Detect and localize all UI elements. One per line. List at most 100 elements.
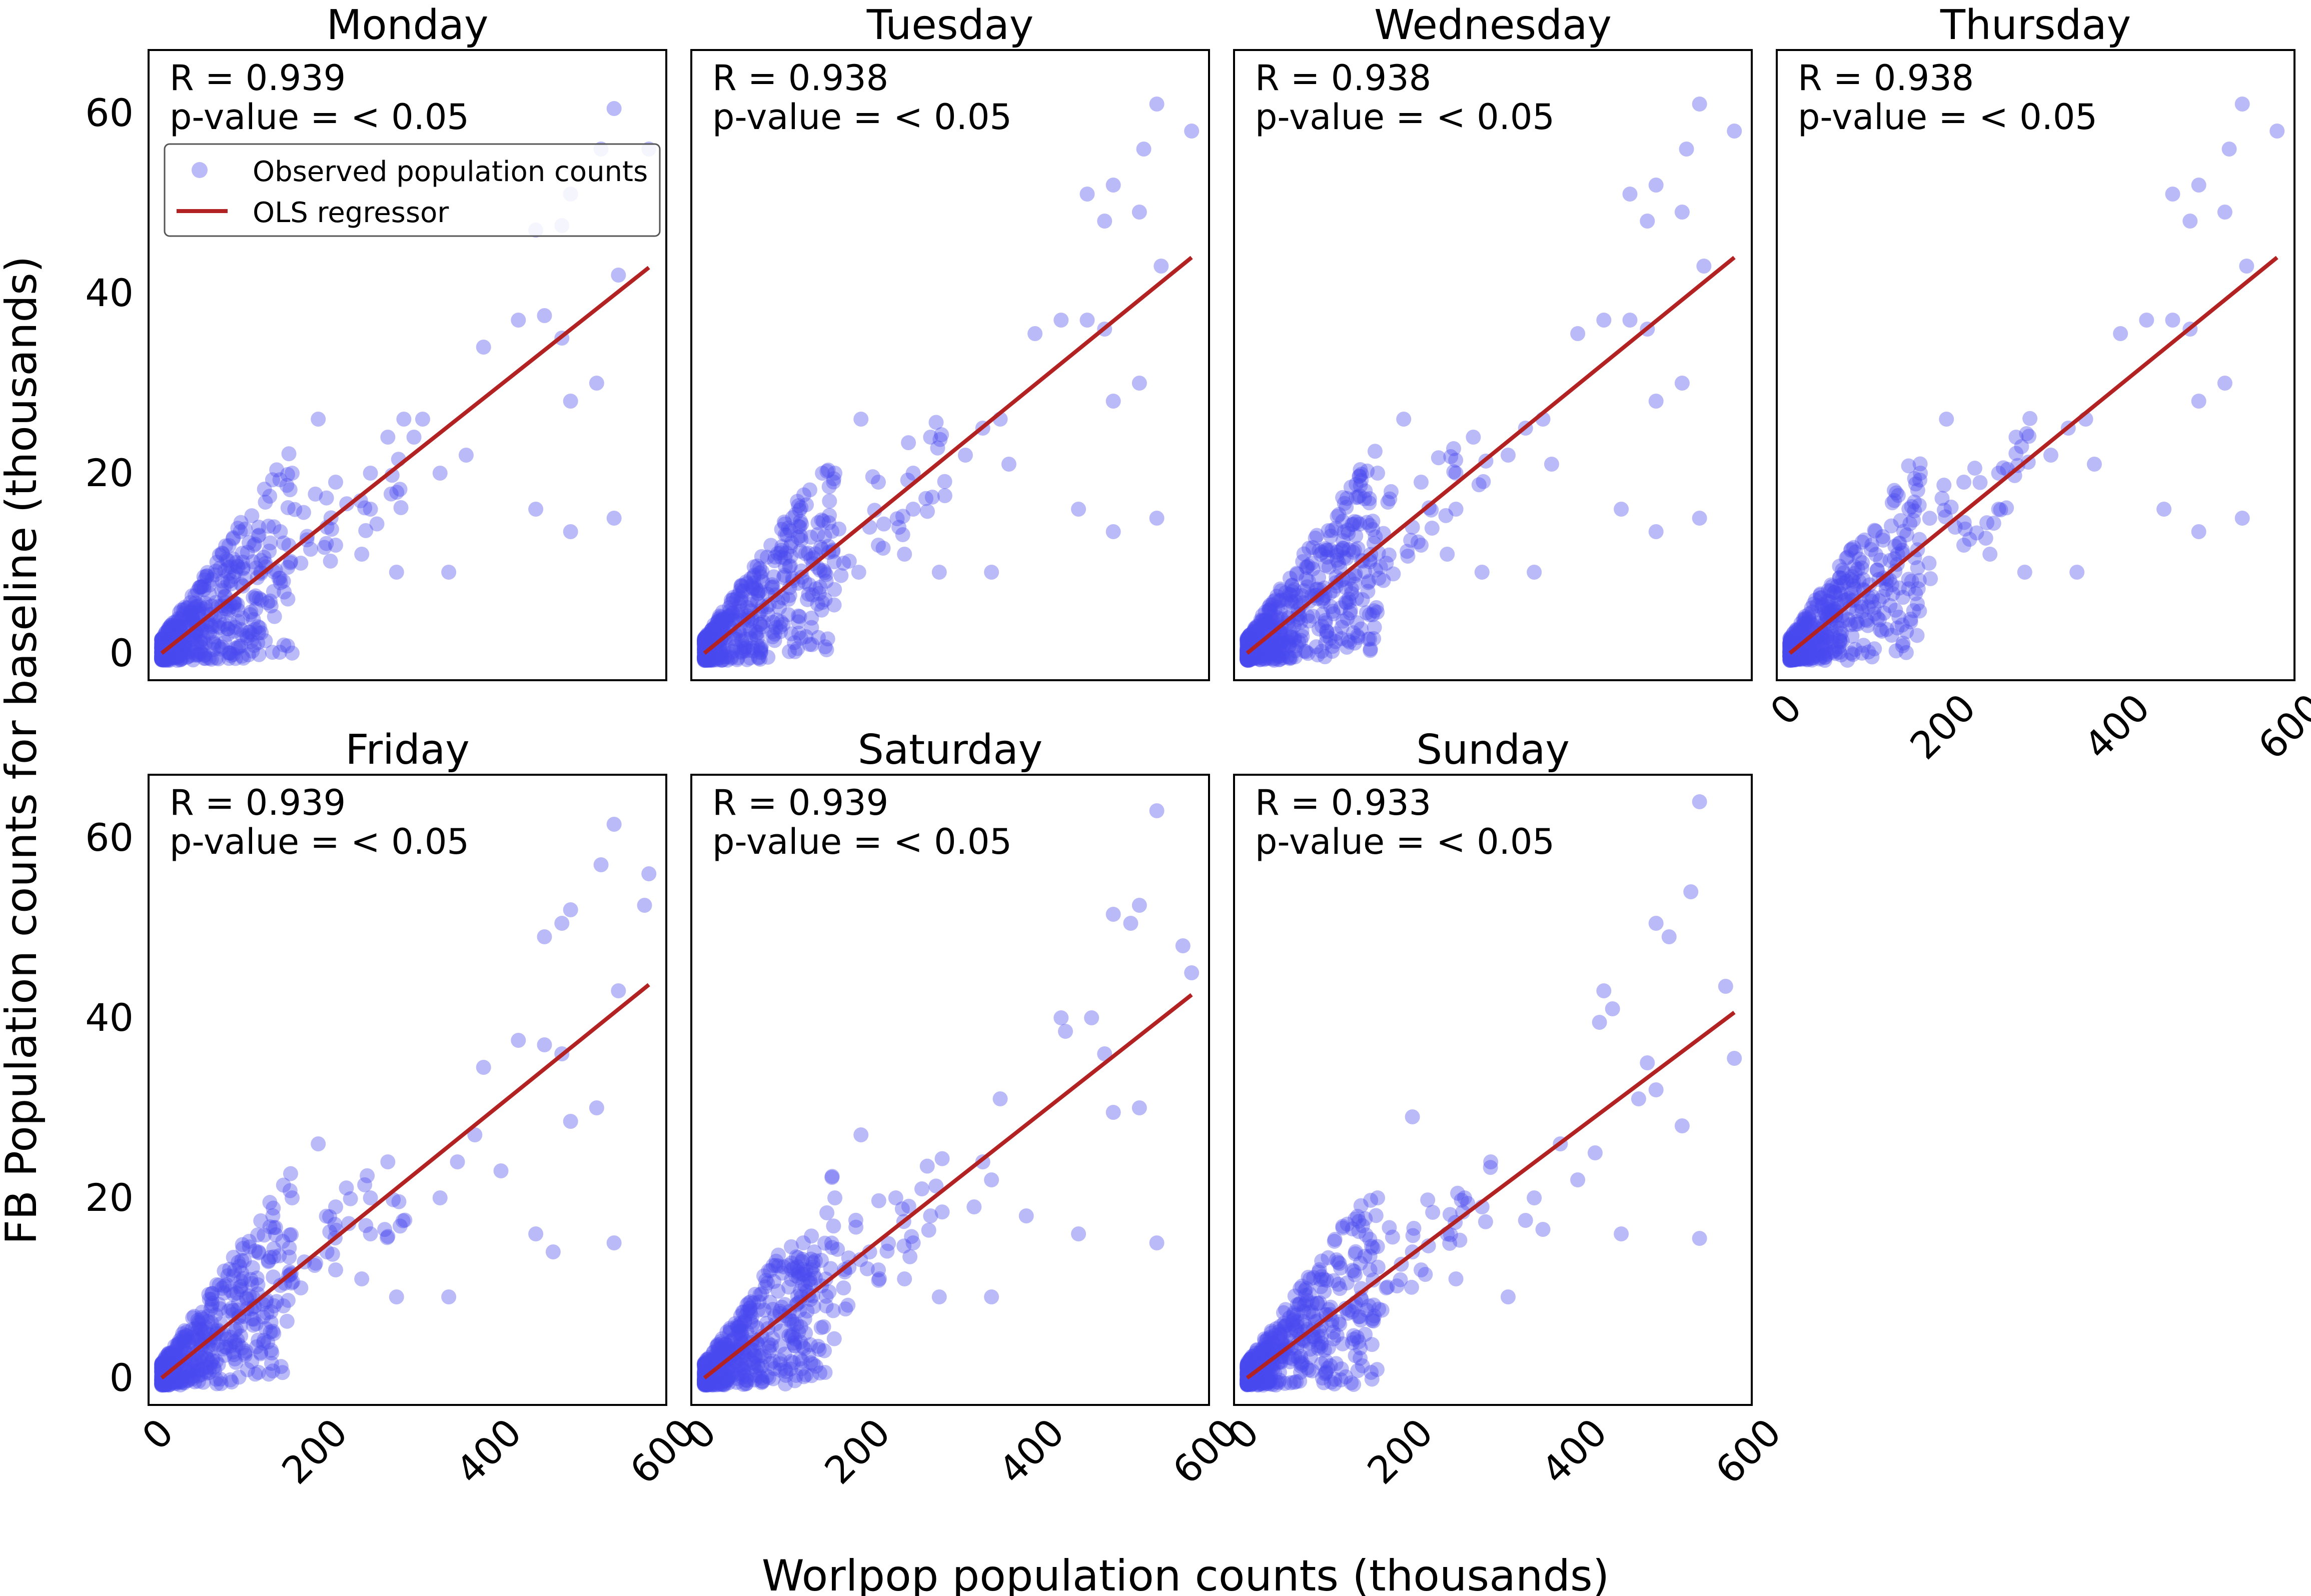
data-point <box>721 608 736 624</box>
data-point <box>169 1340 185 1355</box>
data-point <box>1241 634 1256 649</box>
data-point <box>2021 429 2037 444</box>
ols-line <box>703 256 1193 655</box>
data-point <box>154 1360 170 1375</box>
data-point <box>1382 491 1398 507</box>
data-point <box>170 1374 185 1389</box>
data-point <box>358 523 374 538</box>
data-point <box>705 1352 720 1367</box>
data-point <box>167 1364 182 1379</box>
data-point <box>213 1376 229 1391</box>
data-point <box>1244 628 1259 643</box>
data-point <box>154 632 170 648</box>
data-point <box>393 500 409 515</box>
data-point <box>1906 603 1921 618</box>
data-point <box>248 601 264 617</box>
data-point <box>1872 622 1888 638</box>
data-point <box>156 649 172 665</box>
data-point <box>198 595 213 611</box>
data-point <box>697 1376 713 1391</box>
data-point <box>637 898 652 913</box>
data-point <box>1274 1354 1289 1370</box>
data-point <box>768 1253 784 1269</box>
data-point <box>1305 540 1321 555</box>
data-point <box>190 598 205 614</box>
data-point <box>1351 1213 1367 1229</box>
data-point <box>162 625 177 641</box>
data-point <box>783 1354 799 1369</box>
data-point <box>733 1332 748 1347</box>
data-point <box>1979 515 1994 531</box>
data-point <box>246 1317 261 1333</box>
data-point <box>235 561 251 577</box>
data-point <box>1832 633 1847 649</box>
data-point <box>241 624 256 640</box>
data-point <box>752 651 768 667</box>
data-point <box>793 514 808 529</box>
data-point <box>1783 651 1798 667</box>
data-point <box>807 1270 823 1286</box>
data-point <box>1812 650 1828 665</box>
data-point <box>185 611 200 627</box>
data-point <box>2221 142 2237 157</box>
data-point <box>163 1345 178 1361</box>
data-point <box>1371 571 1387 586</box>
data-point <box>817 1235 832 1251</box>
data-point <box>1400 544 1415 559</box>
data-point <box>1319 542 1334 558</box>
data-point <box>1339 491 1355 506</box>
data-point <box>697 633 712 648</box>
data-point <box>155 1356 171 1372</box>
data-point <box>719 1373 735 1388</box>
data-point <box>1894 617 1910 633</box>
data-point <box>697 642 712 658</box>
data-point <box>1244 629 1260 645</box>
data-point <box>198 1346 214 1362</box>
data-point <box>157 1351 173 1367</box>
data-point <box>1071 1226 1086 1241</box>
data-point <box>1287 630 1302 646</box>
data-point <box>276 637 292 653</box>
data-point <box>154 632 170 647</box>
data-point <box>719 639 735 655</box>
data-point <box>263 1342 279 1358</box>
data-point <box>1244 630 1260 646</box>
data-point <box>790 641 805 656</box>
data-point <box>1293 1364 1308 1380</box>
panel-title: Monday <box>327 2 489 49</box>
data-point <box>156 652 171 668</box>
data-point <box>773 550 788 565</box>
data-point <box>1242 1374 1258 1389</box>
data-point <box>1280 649 1295 665</box>
data-point <box>1267 1327 1283 1343</box>
data-point <box>742 1303 758 1319</box>
data-point <box>702 1376 717 1391</box>
data-point <box>1793 652 1809 667</box>
data-point <box>805 1266 821 1281</box>
data-point <box>1276 650 1291 666</box>
data-point <box>159 1362 174 1378</box>
data-point <box>186 632 202 647</box>
data-point <box>180 1368 195 1384</box>
data-point <box>708 640 723 655</box>
data-point <box>771 1247 786 1263</box>
data-point <box>263 535 278 551</box>
data-point <box>1351 1309 1367 1324</box>
data-point <box>791 1269 806 1285</box>
data-point <box>233 638 249 654</box>
data-point <box>1804 637 1819 653</box>
data-point <box>742 1352 758 1367</box>
data-point <box>1785 648 1800 664</box>
data-point <box>1802 639 1818 654</box>
data-point <box>1500 448 1516 463</box>
data-point <box>262 489 278 504</box>
data-point <box>1788 651 1803 667</box>
data-point <box>710 1337 725 1352</box>
data-point <box>206 642 221 657</box>
data-point <box>838 1301 853 1317</box>
data-point <box>277 584 292 600</box>
data-point <box>1279 1317 1295 1332</box>
data-point <box>697 1367 712 1383</box>
data-point <box>930 440 945 456</box>
